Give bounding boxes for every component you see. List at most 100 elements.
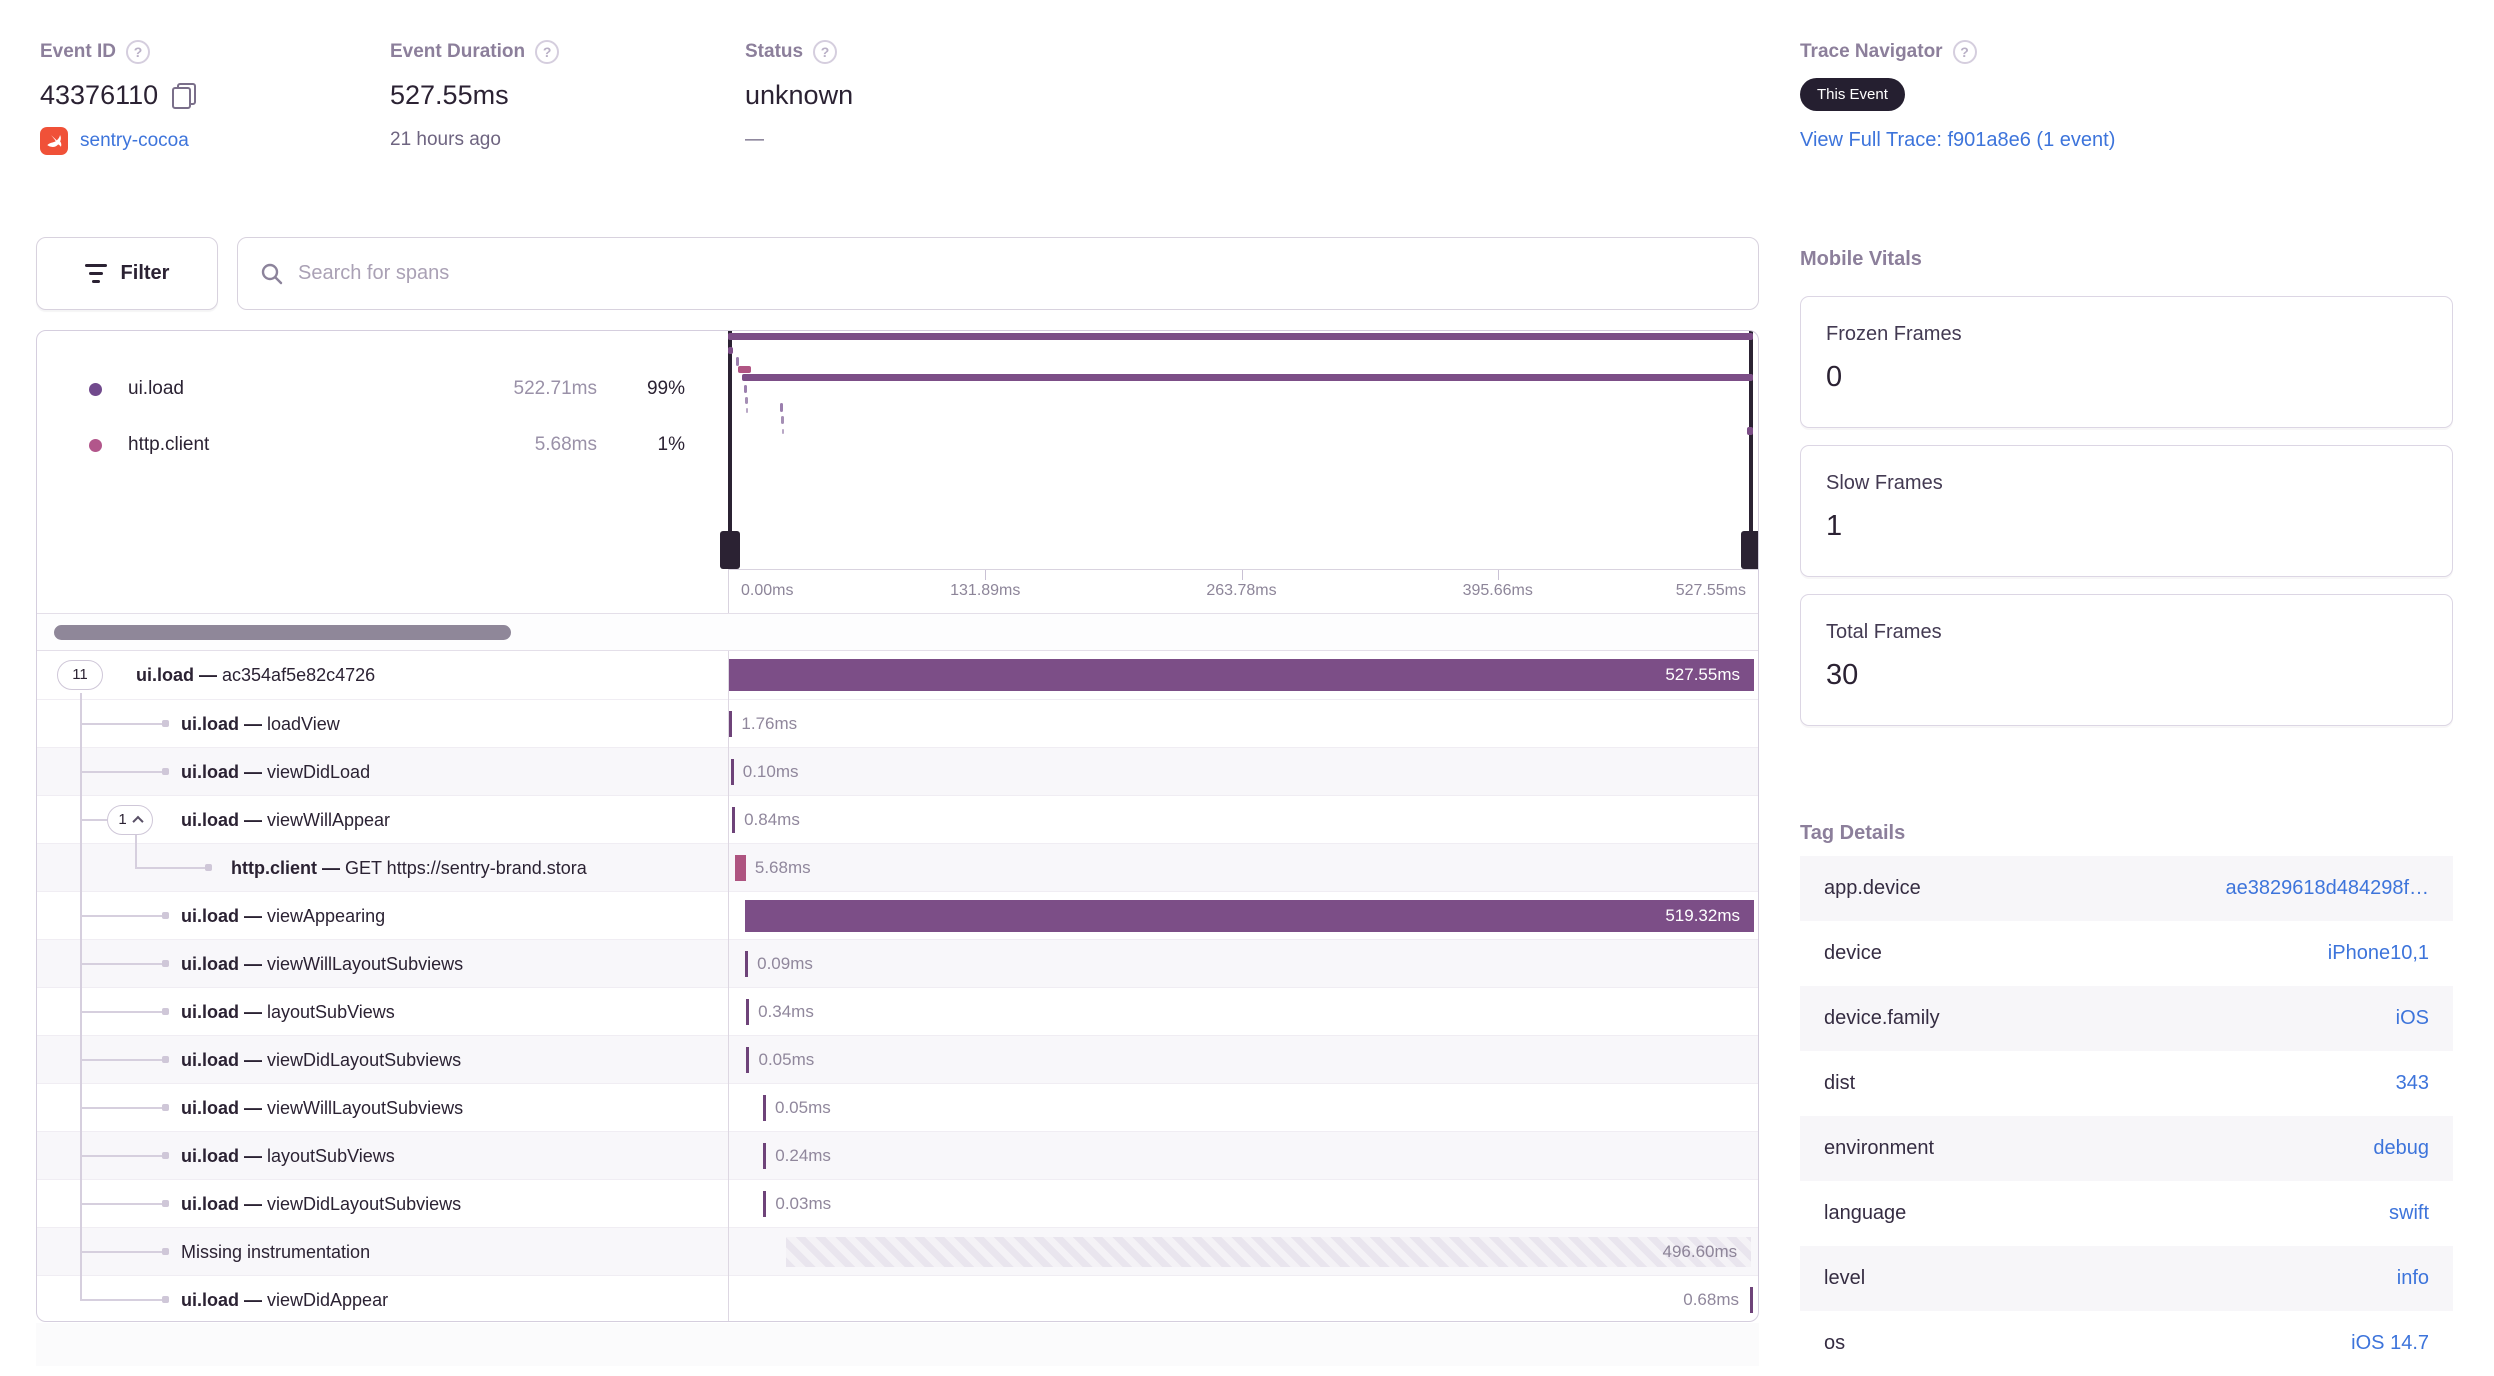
span-row[interactable]: ui.load — layoutSubViews 0.34ms xyxy=(37,987,1758,1035)
minimap-left-grip[interactable] xyxy=(720,531,740,569)
span-description: ui.load — viewDidLayoutSubviews xyxy=(181,1194,462,1214)
span-bar[interactable] xyxy=(730,759,734,785)
span-bar[interactable] xyxy=(729,659,1754,691)
help-icon[interactable]: ? xyxy=(813,40,838,64)
span-tree-cell: ui.load — viewDidLayoutSubviews xyxy=(37,1180,728,1228)
tag-key: dist xyxy=(1824,1072,1856,1094)
span-row[interactable]: ui.load — viewWillLayoutSubviews 0.05ms xyxy=(37,1083,1758,1131)
legend-percent: 99% xyxy=(646,378,685,399)
minimap-span-mark xyxy=(780,403,783,412)
help-icon[interactable]: ? xyxy=(126,40,151,64)
span-bar[interactable] xyxy=(745,951,749,977)
span-duration-label: 0.05ms xyxy=(758,1050,815,1069)
ops-legend: ui.load 522.71ms 99% http.client 5.68ms 1% xyxy=(37,331,728,569)
tree-branch-line xyxy=(80,1203,162,1205)
span-row[interactable]: ui.load — viewAppearing 519.32ms xyxy=(37,891,1758,939)
span-children-toggle[interactable]: 11 xyxy=(57,660,103,690)
span-waterfall-cell: 0.09ms xyxy=(729,940,1758,988)
span-bar[interactable] xyxy=(763,1191,767,1217)
span-tree-cell: Missing instrumentation xyxy=(37,1228,728,1276)
minimap-right-grip[interactable] xyxy=(1741,531,1758,569)
tag-value-link[interactable]: debug xyxy=(2373,1137,2429,1159)
span-row[interactable]: ui.load — viewDidLoad 0.10ms xyxy=(37,747,1758,795)
view-full-trace-link[interactable]: View Full Trace: f901a8e6 (1 event) xyxy=(1800,129,2116,151)
span-row[interactable]: 11 ui.load — ac354af5e82c4726 527.55ms xyxy=(37,651,1758,699)
legend-dot-icon xyxy=(89,382,102,396)
span-description: Missing instrumentation xyxy=(181,1242,371,1262)
status-section: Status ? unknown — xyxy=(745,40,853,151)
axis-tick-label: 527.55ms xyxy=(1675,582,1746,599)
minimap-span-mark xyxy=(745,397,748,404)
span-bar[interactable] xyxy=(744,900,1754,932)
span-row[interactable]: ui.load — layoutSubViews 0.24ms xyxy=(37,1131,1758,1179)
span-row[interactable]: Missing instrumentation 496.60ms xyxy=(37,1227,1758,1275)
legend-item-http.client[interactable]: http.client 5.68ms 1% xyxy=(37,417,728,473)
span-bar[interactable] xyxy=(763,1143,767,1169)
minimap-span-mark xyxy=(738,366,751,373)
scrollbar-thumb[interactable] xyxy=(54,625,511,640)
span-duration-label: 1.76ms xyxy=(741,714,798,733)
tree-branch-line xyxy=(80,819,107,821)
minimap-span-mark xyxy=(728,347,733,354)
minimap-left-handle[interactable] xyxy=(728,331,732,533)
tag-value-link[interactable]: iOS xyxy=(2395,1007,2429,1029)
filter-button[interactable]: Filter xyxy=(36,237,218,310)
span-row[interactable]: 1 ui.load — viewWillAppear 0.84ms xyxy=(37,795,1758,843)
span-bar[interactable] xyxy=(729,711,733,737)
span-bar[interactable] xyxy=(763,1095,766,1121)
span-description: ui.load — viewDidLayoutSubviews xyxy=(181,1050,462,1070)
tree-waterfall-divider[interactable] xyxy=(728,651,729,1321)
span-tree-cell: ui.load — layoutSubViews xyxy=(37,988,728,1036)
span-row[interactable]: ui.load — viewDidAppear 0.68ms xyxy=(37,1275,1758,1321)
tag-value-link[interactable]: 343 xyxy=(2395,1072,2429,1094)
span-bar[interactable] xyxy=(732,807,736,833)
search-input[interactable] xyxy=(298,262,1736,285)
span-waterfall-cell: 5.68ms xyxy=(729,844,1758,892)
help-icon[interactable]: ? xyxy=(535,40,560,64)
tree-branch-dot xyxy=(162,1104,169,1111)
span-description: ui.load — viewDidAppear xyxy=(181,1290,389,1310)
axis-tick-label: 0.00ms xyxy=(741,582,794,599)
minimap-span-mark xyxy=(781,416,784,424)
tree-trunk-line xyxy=(80,693,82,1299)
event-duration-value: 527.55ms xyxy=(390,80,509,110)
span-bar[interactable] xyxy=(786,1237,1752,1267)
span-bar[interactable] xyxy=(1750,1287,1753,1313)
tree-branch-line xyxy=(80,1155,162,1157)
span-children-toggle[interactable]: 1 xyxy=(107,805,153,835)
status-value: unknown xyxy=(745,80,854,110)
project-link[interactable]: sentry-cocoa xyxy=(80,130,189,151)
span-description: ui.load — layoutSubViews xyxy=(181,1146,395,1166)
tag-value-link[interactable]: iPhone10,1 xyxy=(2327,942,2429,964)
tag-row-environment: environment debug xyxy=(1800,1116,2453,1181)
span-row[interactable]: ui.load — loadView 1.76ms xyxy=(37,699,1758,747)
tag-value-link[interactable]: info xyxy=(2396,1267,2429,1289)
event-id-section: Event ID ? 43376110 sentry-cocoa xyxy=(40,40,197,155)
legend-item-ui.load[interactable]: ui.load 522.71ms 99% xyxy=(37,361,728,417)
tag-value-link[interactable]: iOS 14.7 xyxy=(2351,1332,2429,1354)
span-bar[interactable] xyxy=(746,1047,750,1073)
span-description: ui.load — ac354af5e82c4726 xyxy=(136,665,376,685)
minimap-span-mark xyxy=(742,374,1753,381)
span-row[interactable]: ui.load — viewWillLayoutSubviews 0.09ms xyxy=(37,939,1758,987)
span-description: ui.load — layoutSubViews xyxy=(181,1002,395,1022)
tree-branch-line xyxy=(80,963,162,965)
span-bar[interactable] xyxy=(746,999,750,1025)
span-bar[interactable] xyxy=(734,855,746,881)
span-duration-label: 0.03ms xyxy=(775,1194,832,1213)
span-row[interactable]: ui.load — viewDidLayoutSubviews 0.05ms xyxy=(37,1035,1758,1083)
span-waterfall-cell: 0.84ms xyxy=(729,796,1758,844)
span-row[interactable]: ui.load — viewDidLayoutSubviews 0.03ms xyxy=(37,1179,1758,1227)
span-duration-label: 527.55ms xyxy=(1665,665,1740,684)
minimap-span-mark xyxy=(744,385,747,393)
help-icon[interactable]: ? xyxy=(1952,40,1977,64)
tree-branch-dot xyxy=(162,1296,169,1303)
copy-icon[interactable] xyxy=(172,82,197,109)
span-duration-label: 0.10ms xyxy=(742,762,799,781)
span-row[interactable]: http.client — GET https://sentry-brand.s… xyxy=(37,843,1758,891)
tag-value-link[interactable]: swift xyxy=(2389,1202,2429,1224)
vital-label: Frozen Frames xyxy=(1826,323,1962,345)
span-tree-cell: ui.load — loadView xyxy=(37,700,728,748)
tag-value-link[interactable]: ae3829618d484298f… xyxy=(2225,877,2429,899)
vital-label: Slow Frames xyxy=(1826,472,1943,494)
